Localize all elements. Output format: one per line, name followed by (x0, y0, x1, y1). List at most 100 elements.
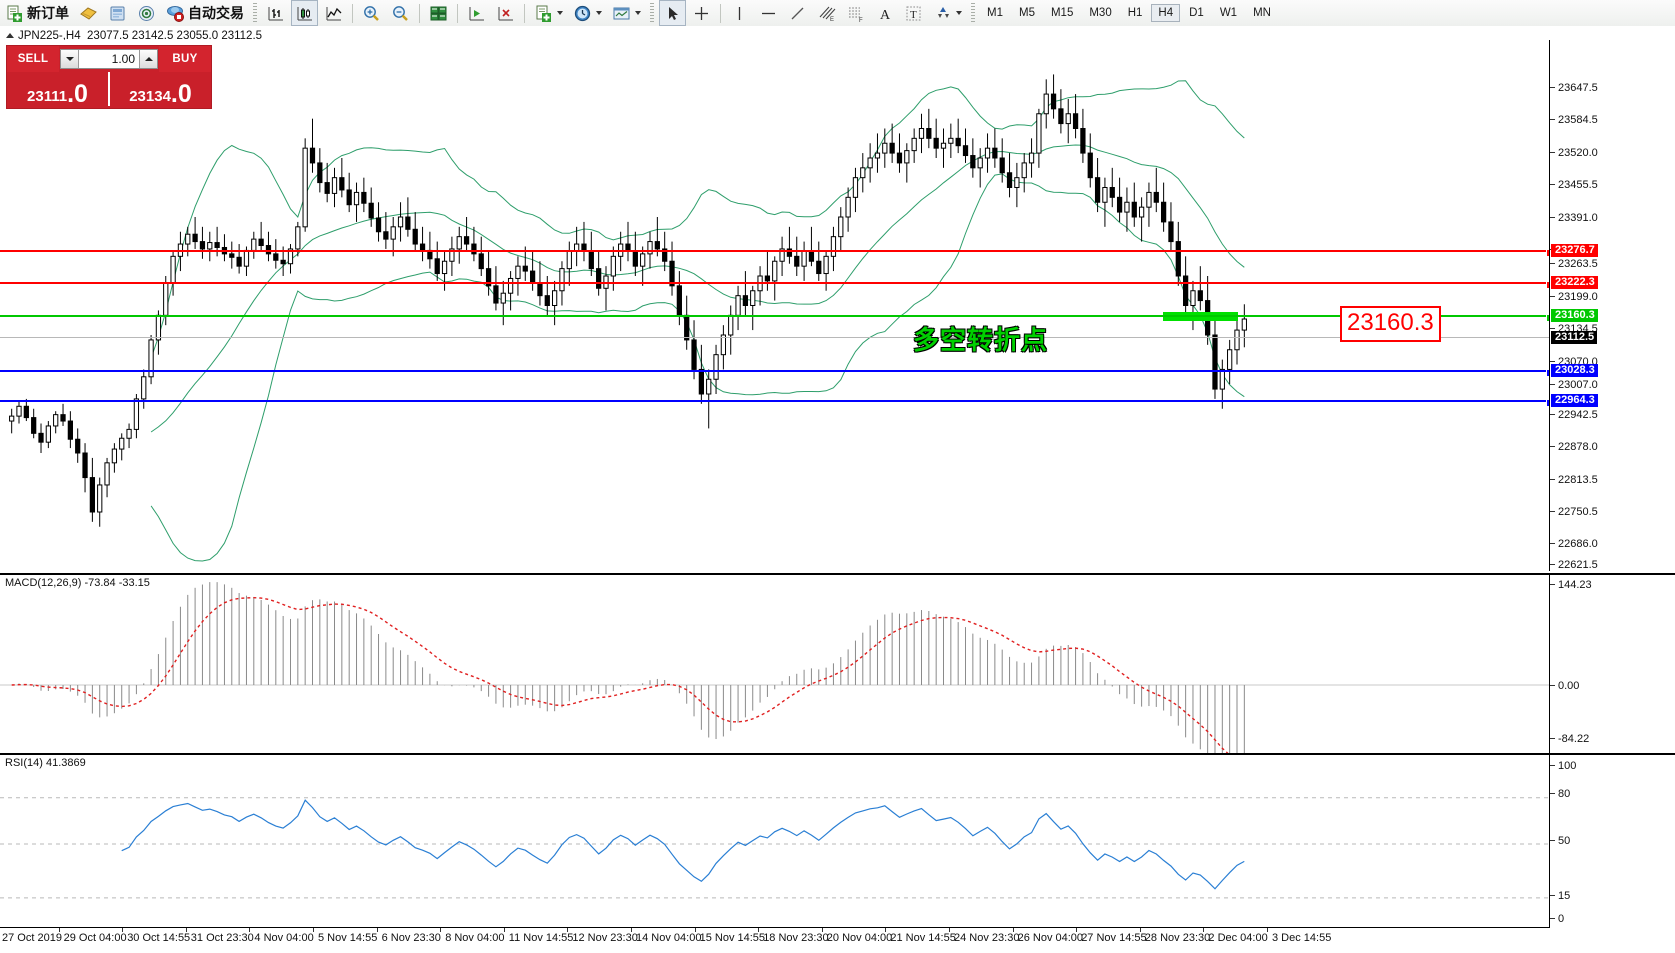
vertical-line-button[interactable] (726, 0, 753, 26)
horizontal-line-button[interactable] (755, 0, 782, 26)
one-click-trading-panel[interactable]: SELL 1.00 BUY 23111.0 23134.0 (6, 45, 212, 109)
market-watch-button[interactable] (104, 0, 131, 26)
sell-button[interactable]: SELL (7, 46, 59, 72)
support-line-22964[interactable] (0, 399, 1554, 407)
symbol-ohlc-line: JPN225-,H4 23077.5 23142.5 23055.0 23112… (6, 30, 262, 42)
toolbar-grip[interactable] (253, 3, 257, 23)
rsi-pane[interactable]: RSI(14) 41.3869 100 80 50 15 0 (0, 753, 1675, 929)
toolbar-separator-2 (419, 3, 420, 23)
chart-shift-button[interactable] (463, 0, 490, 26)
period-button[interactable] (569, 0, 606, 26)
level-badge-resistance-2[interactable]: 23222.3 (1551, 276, 1598, 289)
macd-chart-canvas[interactable] (0, 575, 1550, 753)
price-axis[interactable]: 23647.5 23584.5 23520.0 23455.5 23391.0 … (1549, 40, 1675, 571)
autotrade-label: 自动交易 (188, 6, 244, 22)
time-tick-label: 20 Nov 04:00 (826, 932, 893, 944)
sell-price[interactable]: 23111.0 (7, 72, 110, 107)
price-pane[interactable]: 多空转折点 23160.3 23647.5 23584.5 23520.0 23… (0, 40, 1675, 571)
auto-scroll-icon (496, 4, 515, 23)
price-callout-box[interactable]: 23160.3 (1340, 306, 1441, 342)
buy-price-dec: .0 (170, 80, 192, 108)
chevron-down-icon-4[interactable] (956, 11, 962, 15)
trendline-button[interactable] (784, 0, 811, 26)
bar-chart-button[interactable] (262, 0, 289, 26)
shapes-button[interactable] (929, 0, 966, 26)
time-tick-label: 28 Nov 23:30 (1144, 932, 1211, 944)
new-order-label: 新订单 (27, 6, 69, 22)
resistance-line-23222[interactable] (0, 281, 1554, 289)
horizontal-line-icon (759, 4, 778, 23)
timeframe-m30[interactable]: M30 (1089, 7, 1112, 19)
level-badge-last-price: 23112.5 (1551, 331, 1598, 344)
timeframe-w1[interactable]: W1 (1219, 7, 1238, 19)
chevron-down-icon-3[interactable] (635, 11, 641, 15)
volume-decrease-button[interactable] (61, 50, 79, 68)
timeframe-h4[interactable]: H4 (1151, 4, 1181, 22)
timeframe-m5[interactable]: M5 (1018, 7, 1035, 19)
cursor-button[interactable] (659, 0, 686, 26)
zoom-in-button[interactable] (358, 0, 385, 26)
level-badge-support-2[interactable]: 22964.3 (1551, 394, 1598, 407)
price-tick: 22686.0 (1550, 538, 1598, 550)
timeframe-d1[interactable]: D1 (1189, 7, 1204, 19)
signals-button[interactable] (133, 0, 160, 26)
text-button[interactable]: A (871, 0, 898, 26)
time-tick-mark (249, 928, 251, 932)
equidistant-channel-button[interactable]: E (813, 0, 840, 26)
time-tick-label: 4 Nov 04:00 (254, 932, 314, 944)
rsi-label: RSI(14) 41.3869 (5, 757, 86, 769)
chart-area[interactable]: JPN225-,H4 23077.5 23142.5 23055.0 23112… (0, 26, 1675, 953)
candlestick-chart-button[interactable] (291, 0, 318, 26)
macd-tick-max: 144.23 (1550, 579, 1592, 591)
chevron-down-icon[interactable] (557, 11, 563, 15)
time-axis[interactable]: 27 Oct 2019 29 Oct 04:00 30 Oct 14:55 31 Oc… (0, 927, 1550, 953)
volume-increase-button[interactable] (139, 50, 157, 68)
price-tick: 22878.0 (1550, 441, 1598, 453)
timeframe-h1[interactable]: H1 (1127, 7, 1143, 19)
level-badge-support-1[interactable]: 23028.3 (1551, 364, 1598, 377)
label-button[interactable]: T (900, 0, 927, 26)
chart-template-icon (79, 4, 98, 23)
level-badge-pivot[interactable]: 23160.3 (1551, 309, 1598, 322)
line-chart-button[interactable] (320, 0, 347, 26)
buy-price[interactable]: 23134.0 (110, 72, 211, 108)
level-badge-resistance-1[interactable]: 23276.7 (1551, 244, 1598, 257)
fibonacci-button[interactable]: F (842, 0, 869, 26)
zoom-out-button[interactable] (387, 0, 414, 26)
toolbar-grip-3[interactable] (971, 3, 975, 23)
autotrade-icon (166, 4, 185, 23)
time-tick-label: 14 Nov 04:00 (636, 932, 702, 944)
resistance-line-23276[interactable] (0, 249, 1554, 257)
price-chart-canvas[interactable] (0, 40, 1550, 571)
rsi-chart-canvas[interactable] (0, 755, 1550, 929)
pivot-line-23160[interactable] (0, 314, 1554, 322)
price-tick: 23199.0 (1550, 291, 1598, 303)
timeframe-m15[interactable]: M15 (1050, 7, 1074, 19)
chart-annotation-text[interactable]: 多空转折点 (913, 326, 1049, 356)
toolbar-grip-2[interactable] (650, 3, 654, 23)
chevron-down-icon-2[interactable] (596, 11, 602, 15)
buy-button[interactable]: BUY (159, 46, 211, 72)
chart-template-button[interactable] (75, 0, 102, 26)
timeframe-mn[interactable]: MN (1253, 7, 1271, 19)
new-order-button[interactable]: 新订单 (1, 0, 73, 26)
symbol-period-label: JPN225-,H4 (18, 30, 81, 42)
toolbar-separator (352, 3, 353, 23)
auto-scroll-button[interactable] (492, 0, 519, 26)
price-tick: 23647.5 (1550, 82, 1598, 94)
candlestick-chart-icon (295, 4, 314, 23)
support-line-23028[interactable] (0, 369, 1554, 377)
crosshair-button[interactable] (688, 0, 715, 26)
toolbar-separator-5 (720, 3, 721, 23)
data-window-button[interactable] (425, 0, 452, 26)
volume-value[interactable]: 1.00 (79, 50, 139, 68)
templates-button[interactable] (608, 0, 645, 26)
add-indicator-button[interactable] (530, 0, 567, 26)
vertical-line-icon (730, 4, 749, 23)
timeframe-m1[interactable]: M1 (987, 7, 1003, 19)
macd-pane[interactable]: MACD(12,26,9) -73.84 -33.15 144.23 0.00 … (0, 573, 1675, 753)
volume-stepper[interactable]: 1.00 (60, 49, 158, 69)
collapse-triangle-icon[interactable] (6, 33, 14, 38)
price-tick: 23520.0 (1550, 147, 1598, 159)
autotrade-button[interactable]: 自动交易 (162, 0, 248, 26)
